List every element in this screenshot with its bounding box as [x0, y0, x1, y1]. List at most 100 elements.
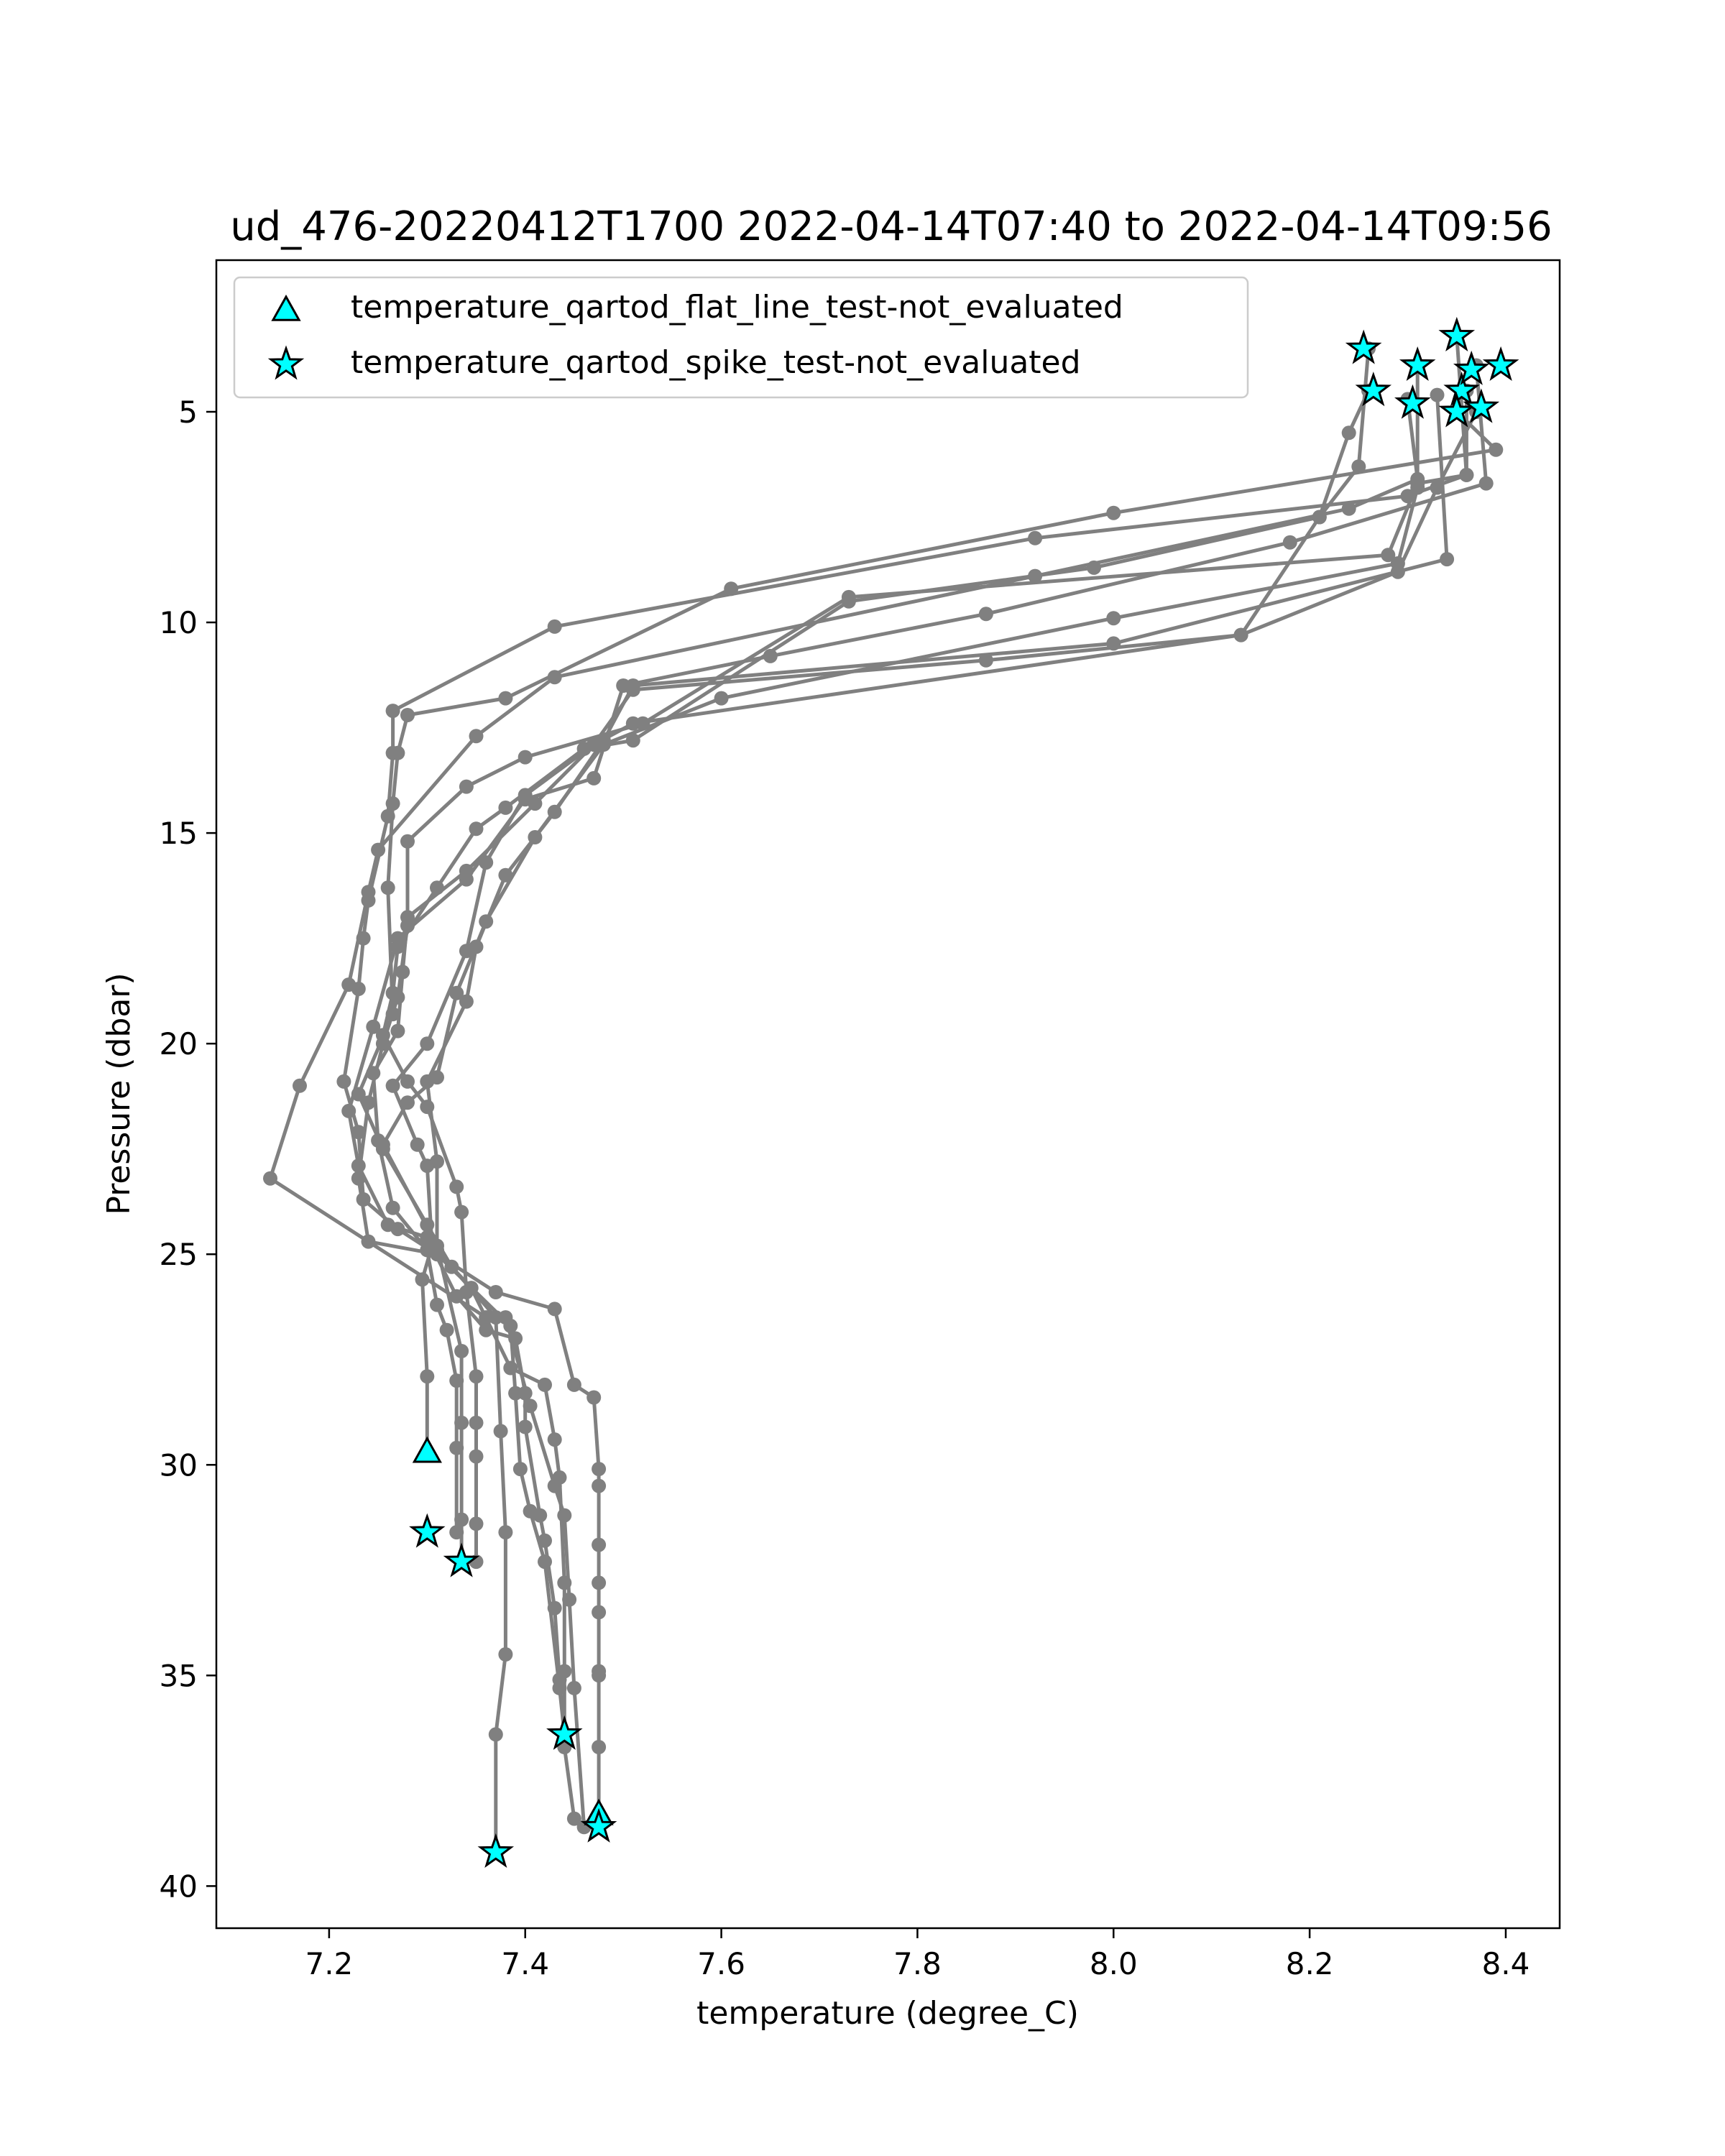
data-point: [547, 1478, 562, 1493]
data-point: [592, 1537, 607, 1552]
spike-marker: [1438, 316, 1476, 352]
data-point: [469, 1449, 484, 1464]
y-tick-label: 25: [160, 1237, 198, 1272]
data-point: [586, 770, 602, 786]
spike-marker: [1394, 384, 1431, 419]
data-point: [454, 1344, 469, 1358]
data-point: [1459, 467, 1474, 482]
data-point: [400, 708, 415, 722]
data-point: [518, 1419, 533, 1434]
spike-marker: [1355, 372, 1392, 407]
profile-line: [391, 390, 1371, 1452]
data-point: [420, 1036, 435, 1051]
data-point: [586, 1390, 602, 1405]
profile-line: [346, 365, 1489, 1735]
data-point: [1440, 552, 1455, 567]
data-point: [449, 985, 464, 1000]
data-point: [385, 1078, 400, 1093]
data-point: [361, 885, 376, 900]
data-point: [380, 808, 395, 824]
data-point: [420, 1369, 435, 1384]
data-point: [538, 1377, 552, 1392]
data-point: [1410, 480, 1425, 495]
spike-marker: [477, 1833, 515, 1868]
data-point: [356, 1192, 371, 1207]
data-point: [395, 964, 410, 980]
data-point: [1106, 505, 1121, 520]
data-point: [469, 1369, 484, 1384]
data-point: [562, 1592, 577, 1607]
data-point: [469, 1415, 484, 1430]
data-point: [385, 704, 400, 719]
data-point: [390, 939, 405, 954]
data-point: [566, 1377, 581, 1392]
data-point: [375, 1028, 390, 1043]
y-tick-label: 15: [160, 816, 198, 851]
data-point: [592, 1575, 607, 1590]
data-point: [557, 1508, 572, 1523]
data-point: [1478, 476, 1494, 491]
data-point: [400, 910, 415, 925]
data-point: [523, 1399, 538, 1414]
plot-frame: [215, 259, 1561, 1930]
data-point: [508, 1386, 523, 1401]
profile-series-7: [375, 341, 1376, 1570]
data-point: [263, 1171, 277, 1186]
x-tick-label: 8.4: [1482, 1946, 1530, 1981]
spike-marker: [1438, 392, 1476, 428]
data-point: [390, 1023, 405, 1038]
data-point: [1351, 459, 1366, 474]
data-point: [449, 1373, 464, 1388]
data-point: [371, 842, 386, 857]
profile-series-8: [385, 383, 1376, 1460]
data-point: [459, 994, 474, 1009]
data-point: [1489, 442, 1504, 457]
x-tick-label: 7.2: [305, 1946, 353, 1981]
data-point: [592, 1740, 607, 1754]
legend-box: [233, 276, 1249, 399]
data-point: [1028, 530, 1043, 545]
data-point: [714, 691, 729, 706]
data-point: [493, 1424, 508, 1439]
profile-line: [356, 410, 1498, 1819]
spike-marker: [1463, 388, 1500, 423]
data-point: [400, 1074, 415, 1089]
chart-title: ud_476-20220412T1700 2022-04-14T07:40 to…: [230, 203, 1552, 250]
data-point: [336, 1074, 351, 1089]
data-point: [528, 830, 543, 844]
data-point: [400, 1095, 415, 1110]
data-point: [547, 670, 562, 685]
data-point: [1390, 564, 1405, 579]
data-point: [547, 619, 562, 634]
data-point: [566, 1811, 581, 1826]
triangle-marker-icon: [271, 294, 301, 321]
data-point: [351, 1087, 366, 1102]
data-point: [625, 733, 640, 748]
legend-triangle-marker-icon: [271, 294, 301, 321]
data-point: [1312, 510, 1327, 525]
data-point: [1400, 489, 1415, 504]
y-tick-label: 40: [160, 1869, 198, 1904]
data-point: [1282, 535, 1297, 550]
data-point: [625, 716, 640, 731]
data-point: [420, 1100, 435, 1115]
data-point: [498, 1525, 513, 1540]
spike-marker: [1453, 350, 1490, 385]
data-point: [410, 1137, 425, 1152]
spike-marker: [443, 1542, 480, 1577]
data-point: [400, 834, 415, 849]
data-point: [420, 1243, 435, 1258]
spike-marker: [546, 1715, 583, 1750]
data-point: [512, 1462, 528, 1477]
data-point: [371, 1133, 386, 1148]
profile-line: [341, 336, 1468, 1819]
data-point: [454, 1204, 469, 1220]
data-point: [1381, 548, 1396, 563]
x-tick-label: 8.0: [1090, 1946, 1138, 1981]
data-point: [469, 729, 484, 744]
data-point: [1430, 387, 1445, 402]
spike-marker: [409, 1513, 446, 1548]
data-point: [385, 745, 400, 760]
data-point: [479, 855, 494, 870]
profile-series-4: [351, 405, 1504, 1826]
